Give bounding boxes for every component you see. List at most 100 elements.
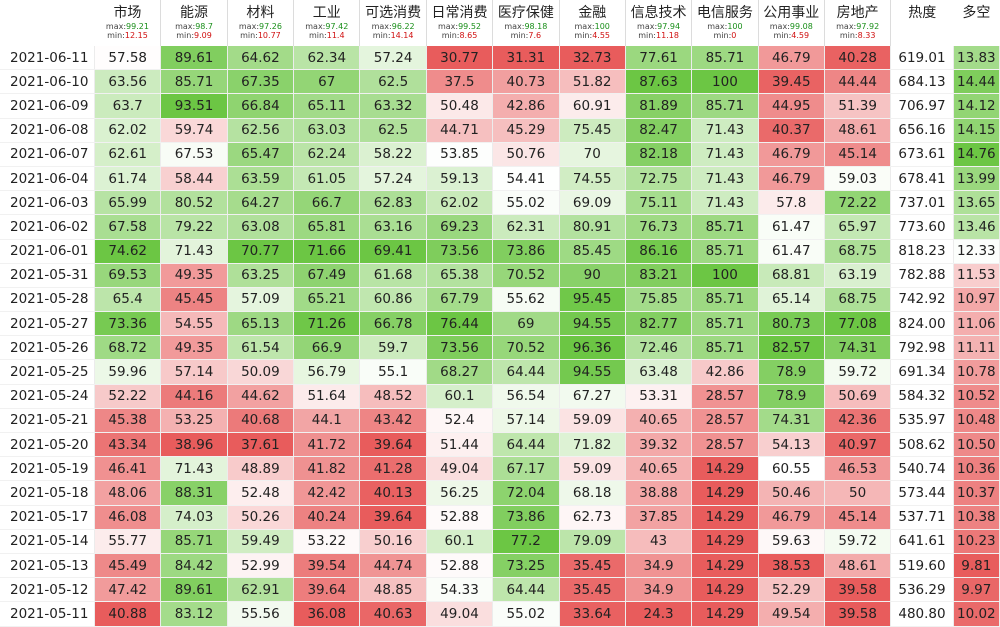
date-cell: 2021-05-19 <box>0 456 96 482</box>
sector-name: 日常消费 <box>431 5 488 21</box>
score-cell: 73.86 <box>492 239 560 264</box>
sector-column-header: 可选消费 max:96.22 min:14.14 <box>359 0 427 46</box>
min-value: 12.15 <box>124 31 148 40</box>
score-cell: 85.71 <box>691 46 759 71</box>
score-cell: 55.56 <box>227 601 295 627</box>
score-cell: 34.9 <box>625 553 693 579</box>
min-label: min: <box>308 31 327 40</box>
heat-cell: 782.88 <box>890 263 954 288</box>
score-cell: 85.71 <box>160 69 228 95</box>
max-label: max: <box>175 22 196 31</box>
column-max: max:99.52 <box>427 22 492 31</box>
score-cell: 55.77 <box>94 529 162 554</box>
date-cell: 2021-05-27 <box>0 311 96 337</box>
table-row: 2021-06-03 65.99 80.52 64.27 66.7 62.83 62.02 5… <box>0 190 1000 216</box>
score-cell: 59.49 <box>227 529 295 554</box>
score-cell: 14.29 <box>691 456 759 482</box>
score-cell: 52.99 <box>227 553 295 579</box>
score-cell: 41.28 <box>359 456 427 482</box>
score-cell: 61.47 <box>758 214 825 240</box>
sector-column-header: 工业 max:97.42 min:11.4 <box>293 0 361 46</box>
score-cell: 62.61 <box>94 142 162 167</box>
score-cell: 45.14 <box>824 505 892 530</box>
score-cell: 46.79 <box>758 142 825 167</box>
long-short-cell: 10.78 <box>953 359 1000 385</box>
score-cell: 44.95 <box>758 93 825 119</box>
score-cell: 68.75 <box>824 239 892 264</box>
score-cell: 74.03 <box>160 505 228 530</box>
date-cell: 2021-05-28 <box>0 287 96 313</box>
score-cell: 60.91 <box>559 93 626 119</box>
score-cell: 49.35 <box>160 263 228 288</box>
score-cell: 89.61 <box>160 577 228 603</box>
score-cell: 69.53 <box>94 263 162 288</box>
min-value: 8.33 <box>857 31 876 40</box>
score-cell: 45.29 <box>492 118 560 143</box>
score-cell: 62.5 <box>359 69 427 95</box>
score-cell: 60.86 <box>359 287 427 313</box>
long-short-cell: 10.50 <box>953 432 1000 458</box>
score-cell: 64.27 <box>227 190 295 216</box>
score-cell: 40.68 <box>227 408 295 434</box>
long-short-cell: 10.36 <box>953 456 1000 482</box>
score-cell: 69 <box>492 311 560 337</box>
score-cell: 60.55 <box>758 456 825 482</box>
score-cell: 45.14 <box>824 142 892 167</box>
score-cell: 71.43 <box>160 456 228 482</box>
score-cell: 74.55 <box>559 166 626 192</box>
score-cell: 95.45 <box>559 287 626 313</box>
max-label: max: <box>105 22 127 31</box>
long-short-cell: 10.48 <box>953 408 1000 434</box>
score-cell: 40.24 <box>293 505 361 530</box>
score-cell: 61.47 <box>758 239 825 264</box>
max-label: max: <box>769 22 790 31</box>
min-value: 7.6 <box>528 31 542 40</box>
score-cell: 50.16 <box>359 529 427 554</box>
long-short-cell: 14.12 <box>953 93 1000 119</box>
column-max: max:98.7 <box>161 22 226 31</box>
min-label: min: <box>372 31 391 40</box>
score-cell: 62.91 <box>227 577 295 603</box>
table-row: 2021-05-17 46.08 74.03 50.26 40.24 39.64 52.88… <box>0 505 1000 530</box>
score-cell: 96.36 <box>559 335 626 361</box>
score-cell: 67.58 <box>94 214 162 240</box>
score-cell: 46.53 <box>824 456 892 482</box>
long-short-cell: 11.06 <box>953 311 1000 337</box>
date-cell: 2021-05-24 <box>0 384 96 409</box>
table-row: 2021-06-08 62.02 59.74 62.56 63.03 62.5 44.71 4… <box>0 118 1000 143</box>
max-value: 99.08 <box>789 22 813 31</box>
score-cell: 68.81 <box>758 263 825 288</box>
score-cell: 65.21 <box>293 287 361 313</box>
date-cell: 2021-05-12 <box>0 577 96 603</box>
score-cell: 55.02 <box>492 190 560 216</box>
score-cell: 74.31 <box>824 335 892 361</box>
min-value: 11.4 <box>326 31 345 40</box>
score-cell: 66.9 <box>293 335 361 361</box>
sector-name: 材料 <box>246 5 275 21</box>
column-min: min:8.33 <box>825 31 890 40</box>
long-short-cell: 10.38 <box>953 505 1000 530</box>
score-cell: 83.21 <box>625 263 693 288</box>
score-cell: 50.69 <box>824 384 892 409</box>
column-min: min:9.09 <box>161 31 226 40</box>
min-value: 11.18 <box>656 31 679 40</box>
score-cell: 39.45 <box>758 69 825 95</box>
table-row: 2021-06-01 74.62 71.43 70.77 71.66 69.41 73.56… <box>0 239 1000 264</box>
score-cell: 82.18 <box>625 142 693 167</box>
score-cell: 62.83 <box>359 190 427 216</box>
score-cell: 63.25 <box>227 263 295 288</box>
score-cell: 46.41 <box>94 456 162 482</box>
score-cell: 63.7 <box>94 93 162 119</box>
table-row: 2021-06-10 63.56 85.71 67.35 67 62.5 37.5 40.73… <box>0 69 1000 95</box>
date-cell: 2021-06-10 <box>0 69 96 95</box>
score-cell: 38.96 <box>160 432 228 458</box>
heat-column-header: 热度 <box>890 0 954 46</box>
heat-cell: 684.13 <box>890 69 954 95</box>
max-value: 97.94 <box>657 22 681 31</box>
min-label: min: <box>510 31 529 40</box>
sector-column-header: 市场 max:99.21 min:12.15 <box>94 0 162 46</box>
score-cell: 94.55 <box>559 311 626 337</box>
long-short-cell: 11.11 <box>953 335 1000 361</box>
score-cell: 40.63 <box>359 601 427 627</box>
table-row: 2021-05-21 45.38 53.25 40.68 44.1 43.42 52.4 57… <box>0 408 1000 434</box>
